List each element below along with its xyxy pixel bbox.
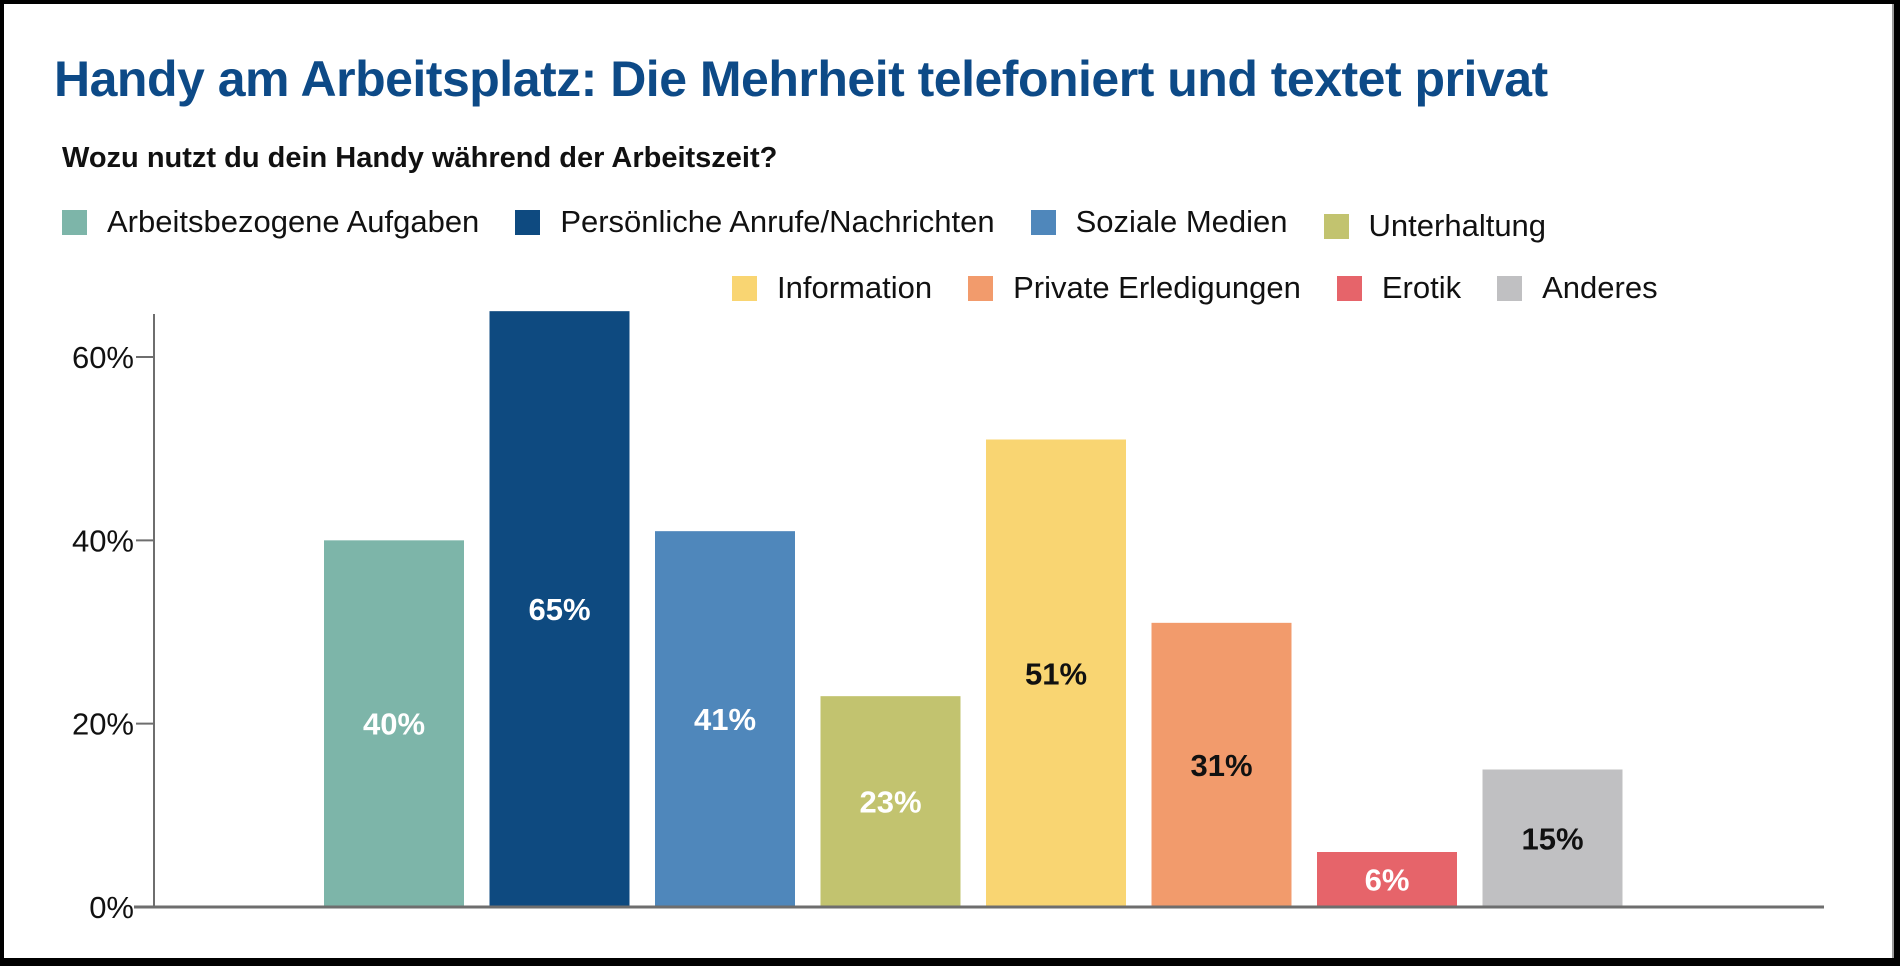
legend-swatch (1030, 209, 1056, 235)
bar-data-label: 31% (1190, 748, 1252, 783)
bar-data-label: 15% (1521, 821, 1583, 856)
bar (324, 540, 464, 907)
legend-row-1: Arbeitsbezogene Aufgaben Persönliche Anr… (62, 200, 1582, 244)
y-tick-label: 0% (89, 890, 134, 925)
legend-label: Arbeitsbezogene Aufgaben (107, 204, 480, 239)
bar-chart: 40% 65% 41% 23% 51% 31% 6% 15% 0% 20% 40% 60% (72, 311, 1824, 925)
legend-item: Unterhaltung (1323, 208, 1547, 244)
bar-data-label: 6% (1365, 863, 1410, 898)
bar (820, 696, 961, 907)
y-tick-label: 40% (72, 523, 134, 558)
bar (1317, 852, 1457, 907)
bar (489, 311, 630, 908)
chart-frame: Handy am Arbeitsplatz: Die Mehrheit tele… (4, 4, 1894, 958)
legend-item: Arbeitsbezogene Aufgaben (62, 204, 479, 240)
legend-swatch (1336, 275, 1362, 301)
chart-title: Handy am Arbeitsplatz: Die Mehrheit tele… (54, 51, 1548, 107)
bar (1151, 622, 1292, 907)
y-tick-label: 20% (72, 707, 134, 742)
y-tick-label: 60% (72, 340, 134, 375)
legend-item: Erotik (1336, 270, 1462, 306)
chart-subtitle: Wozu nutzt du dein Handy während der Arb… (62, 142, 778, 174)
legend-row-2: Information Private Erledigungen Erotik … (732, 270, 1694, 306)
legend-item: Persönliche Anrufe/Nachrichten (515, 204, 995, 240)
legend-item: Anderes (1497, 270, 1658, 306)
legend-label: Private Erledigungen (1013, 270, 1301, 305)
legend-label: Anderes (1542, 270, 1658, 305)
legend-label: Erotik (1381, 270, 1462, 305)
bar (1482, 769, 1623, 907)
legend-swatch (732, 275, 757, 301)
legend-swatch (515, 209, 541, 235)
legend-swatch (968, 275, 994, 301)
legend-swatch (62, 209, 87, 235)
bar (986, 439, 1126, 907)
legend-item: Information (732, 270, 932, 306)
bar-data-label: 51% (1025, 656, 1087, 691)
bar (655, 531, 795, 907)
legend-swatch (1323, 213, 1349, 239)
legend-label: Information (777, 270, 933, 305)
legend-label: Unterhaltung (1368, 208, 1547, 243)
legend-label: Persönliche Anrufe/Nachrichten (560, 204, 995, 239)
legend-item: Soziale Medien (1030, 204, 1288, 240)
bar-data-label: 41% (694, 702, 756, 737)
legend-swatch (1497, 275, 1523, 301)
legend-label: Soziale Medien (1075, 204, 1288, 239)
bar-data-label: 40% (363, 707, 425, 742)
bar-data-label: 65% (528, 592, 590, 627)
legend-item: Private Erledigungen (968, 270, 1301, 306)
bar-data-label: 23% (859, 785, 921, 820)
